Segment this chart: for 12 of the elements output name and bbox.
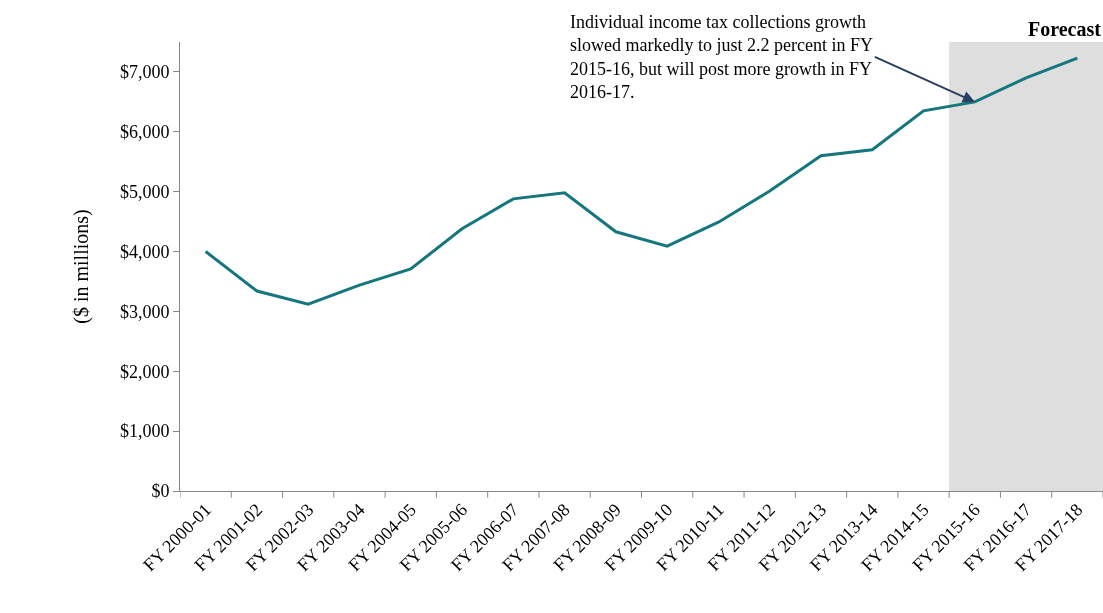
y-tick-label: $0 [151,481,170,502]
y-tick-label: $4,000 [119,241,170,262]
band-label: Forecast [1028,18,1102,40]
annotation: Individual income tax collections growth slowed markedly to just 2.2 percent in FY 2015-16, but will post more growth in FY 2016-17. [570,12,873,103]
y-tick-label: $7,000 [119,62,170,83]
y-tick-label: $5,000 [119,181,170,202]
line-series [204,56,1079,306]
y-axis-title: ($ in millions) [70,209,94,324]
y-tick-label: $3,000 [119,301,170,322]
y-tick-label: $1,000 [119,421,170,442]
y-tick-label: $6,000 [119,122,170,143]
y-tick-label: $2,000 [119,361,170,382]
